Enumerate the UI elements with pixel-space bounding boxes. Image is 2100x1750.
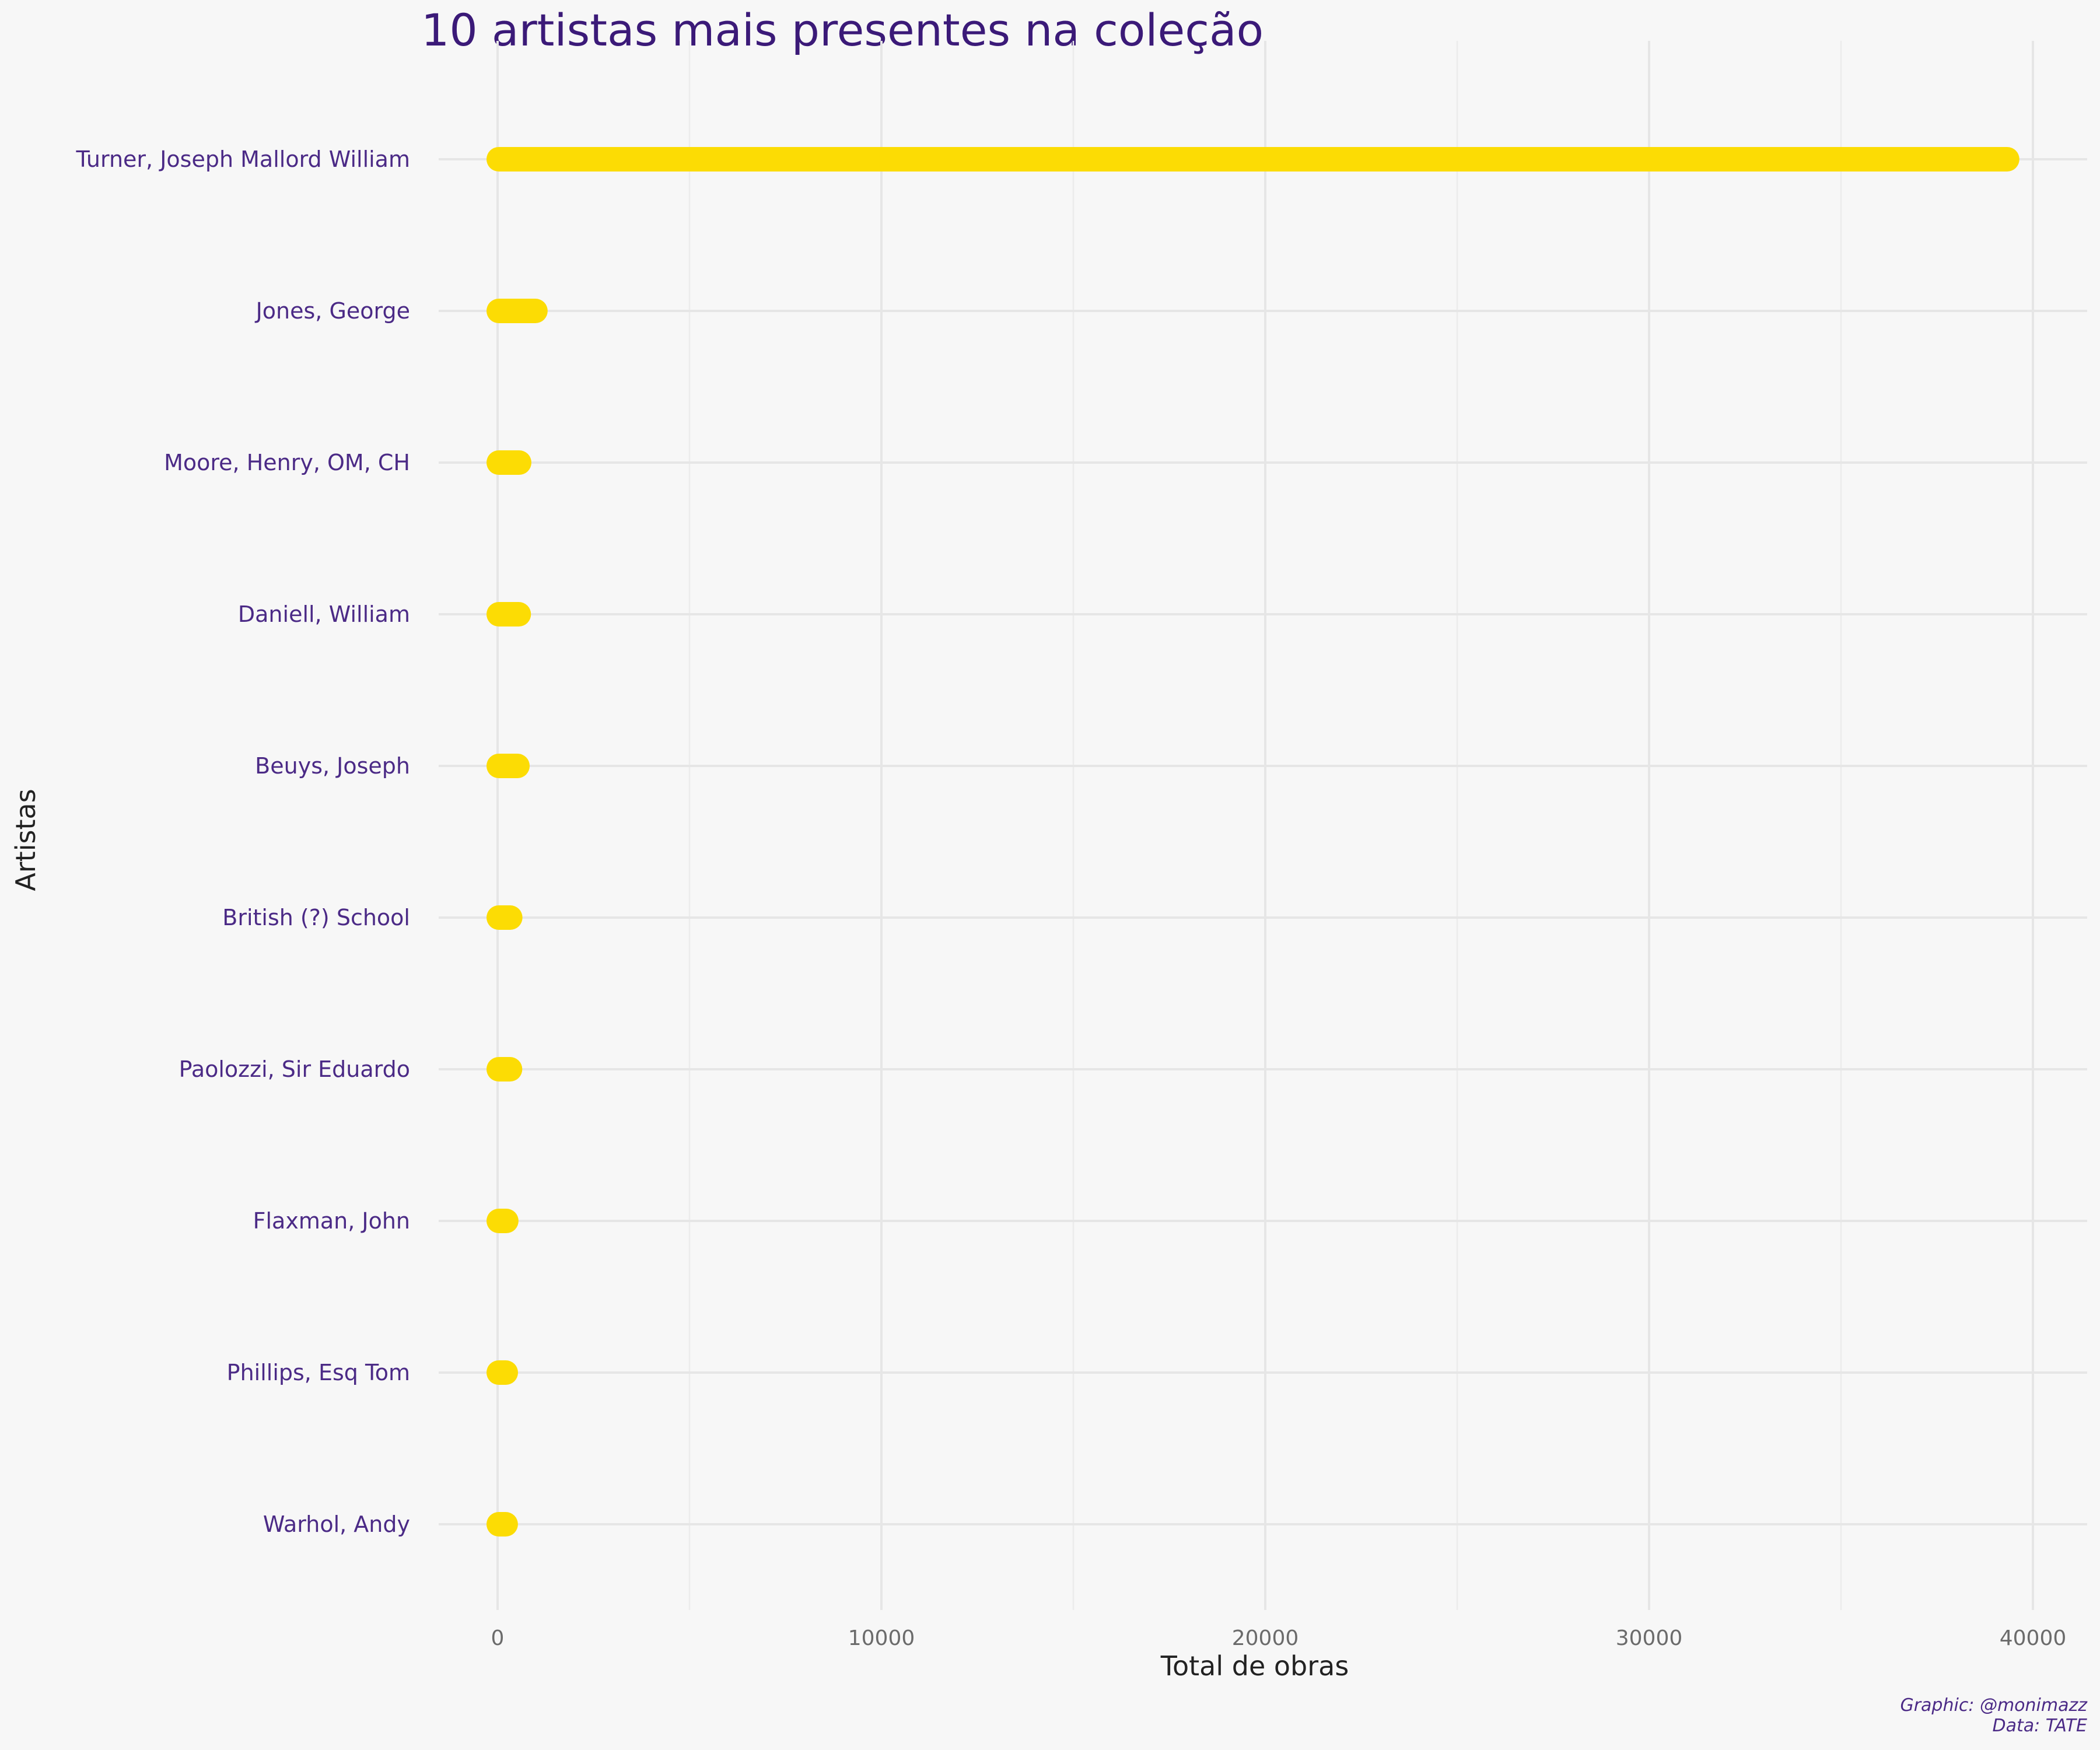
- x-tick-label: 20000: [1232, 1626, 1299, 1650]
- x-axis-title: Total de obras: [1160, 1650, 1349, 1682]
- category-label: Daniell, William: [238, 601, 410, 627]
- y-axis-title: Artistas: [10, 789, 41, 891]
- bar: [487, 602, 531, 626]
- x-tick-label: 10000: [848, 1626, 915, 1650]
- category-label: Warhol, Andy: [263, 1511, 410, 1537]
- category-label: British (?) School: [222, 905, 410, 930]
- x-tick-labels: 0 10000 20000 30000 40000: [491, 1626, 2067, 1650]
- bar: [487, 905, 523, 930]
- bar: [487, 147, 2020, 172]
- category-label: Jones, George: [255, 298, 410, 324]
- bar: [487, 1209, 519, 1233]
- x-tick-label: 0: [491, 1626, 505, 1650]
- category-label: Flaxman, John: [253, 1208, 410, 1234]
- category-label: Turner, Joseph Mallord William: [75, 146, 410, 172]
- caption-credit: Graphic: @monimazz: [1900, 1695, 2088, 1716]
- bar: [487, 299, 548, 323]
- category-label: Moore, Henry, OM, CH: [164, 450, 410, 475]
- category-label: Paolozzi, Sir Eduardo: [179, 1056, 410, 1082]
- bar: [487, 450, 531, 475]
- caption-source: Data: TATE: [1993, 1716, 2088, 1736]
- x-tick-label: 30000: [1616, 1626, 1683, 1650]
- x-tick-label: 40000: [2000, 1626, 2067, 1650]
- bar: [487, 1512, 518, 1536]
- bars: [487, 147, 2020, 1536]
- category-label: Phillips, Esq Tom: [227, 1360, 410, 1385]
- category-labels: Turner, Joseph Mallord William Jones, Geo…: [75, 146, 410, 1537]
- category-label: Beuys, Joseph: [255, 753, 410, 779]
- bar: [487, 754, 530, 778]
- chart-title: 10 artistas mais presentes na coleção: [421, 4, 1264, 56]
- bar: [487, 1057, 523, 1082]
- bar: [487, 1360, 519, 1385]
- grid: [439, 41, 2087, 1610]
